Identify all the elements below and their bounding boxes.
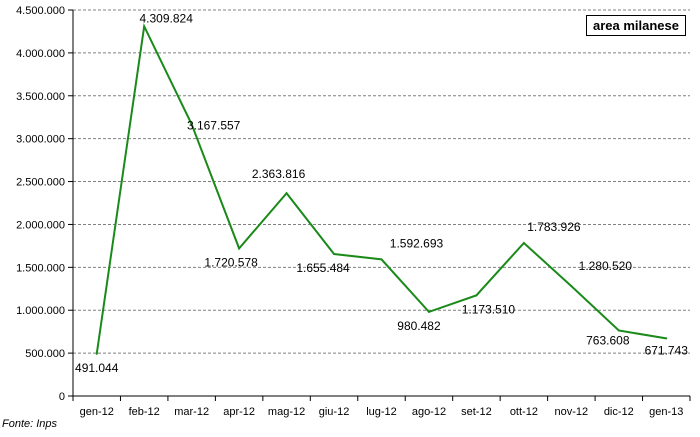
data-label: 1.173.510 [462, 302, 516, 316]
data-label: 671.743 [645, 343, 689, 357]
data-label: 2.363.816 [252, 167, 306, 181]
data-label: 4.309.824 [139, 11, 193, 25]
data-point [522, 241, 525, 244]
data-label: 1.720.578 [204, 255, 258, 269]
y-tick-label: 2.500.000 [16, 177, 65, 189]
y-tick-label: 4.500.000 [16, 5, 65, 17]
x-tick-label: set-12 [461, 406, 492, 418]
data-point [475, 294, 478, 297]
y-tick-label: 0 [59, 391, 65, 403]
y-tick-label: 500.000 [25, 348, 65, 360]
data-point [570, 285, 573, 288]
data-point [238, 247, 241, 250]
x-tick-label: nov-12 [555, 406, 589, 418]
data-label: 3.167.557 [187, 118, 241, 132]
data-label: 763.608 [586, 333, 630, 347]
data-point [190, 123, 193, 126]
data-point [380, 258, 383, 261]
data-label: 1.592.693 [390, 236, 444, 250]
y-tick-label: 2.000.000 [16, 219, 65, 231]
data-label: 491.044 [75, 361, 119, 375]
y-tick-label: 3.000.000 [16, 134, 65, 146]
data-point [427, 310, 430, 313]
legend-label: area milanese [585, 15, 686, 36]
data-point [665, 337, 668, 340]
x-tick-label: feb-12 [129, 406, 160, 418]
y-tick-label: 1.000.000 [16, 305, 65, 317]
data-label: 1.280.520 [579, 259, 633, 273]
y-tick-label: 3.500.000 [16, 91, 65, 103]
y-tick-label: 1.500.000 [16, 262, 65, 274]
data-point [143, 25, 146, 28]
x-tick-label: mag-12 [268, 406, 305, 418]
data-label: 1.783.926 [527, 220, 581, 234]
series-line [95, 22, 667, 355]
data-point [95, 352, 98, 355]
x-tick-label: ott-12 [510, 406, 538, 418]
x-tick-label: ago-12 [412, 406, 446, 418]
x-tick-label: mar-12 [174, 406, 209, 418]
x-tick-label: lug-12 [366, 406, 397, 418]
y-tick-label: 4.000.000 [16, 48, 65, 60]
source-note: Fonte: Inps [2, 418, 58, 430]
x-tick-label: dic-12 [604, 406, 634, 418]
data-point [285, 192, 288, 195]
x-tick-label: giu-12 [319, 406, 350, 418]
x-tick-label: gen-13 [649, 406, 683, 418]
x-tick-label: gen-12 [80, 406, 114, 418]
data-label: 980.482 [397, 319, 441, 333]
data-label: 1.655.484 [296, 261, 350, 275]
x-tick-label: apr-12 [223, 406, 255, 418]
data-point [617, 329, 620, 332]
data-point [333, 252, 336, 255]
